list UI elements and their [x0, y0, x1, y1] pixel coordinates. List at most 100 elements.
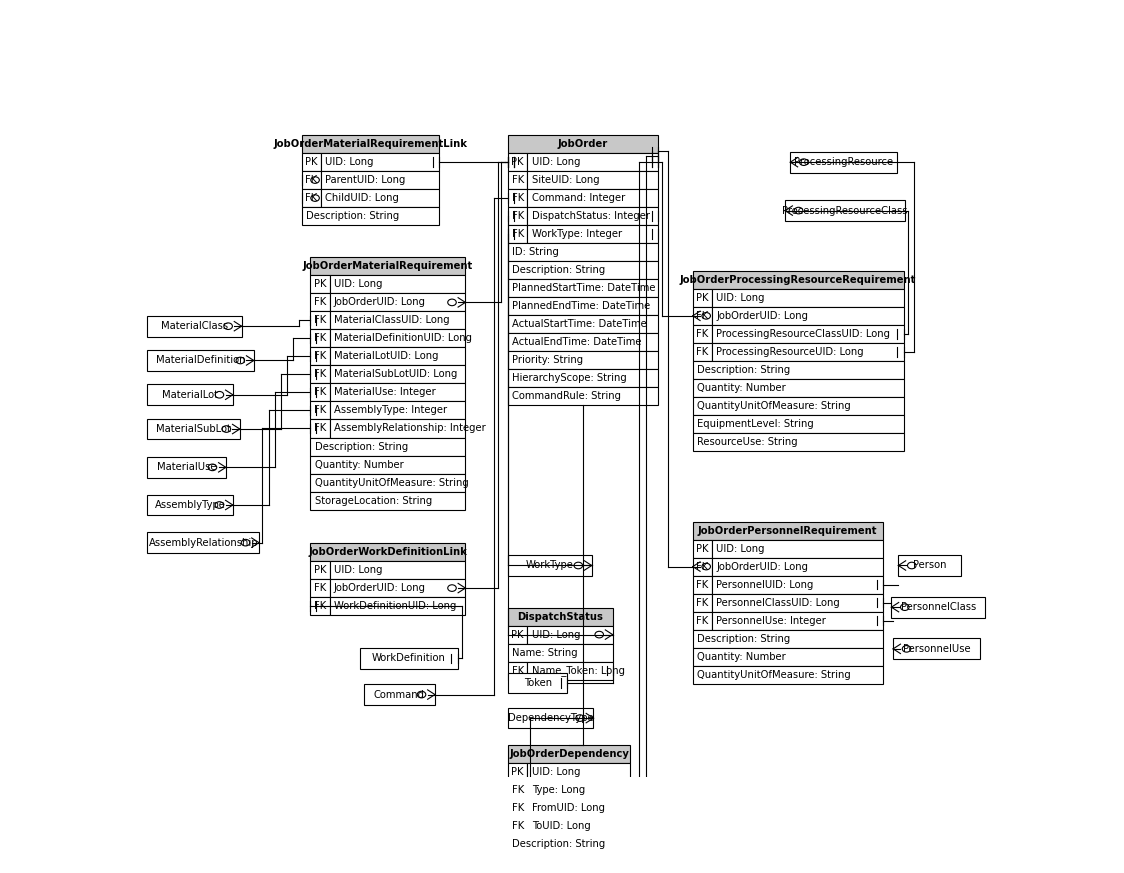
Bar — [692, 594, 711, 612]
Text: WorkType: WorkType — [526, 560, 574, 570]
Bar — [310, 312, 329, 329]
Text: ToUID: Long: ToUID: Long — [532, 821, 590, 831]
Bar — [310, 543, 465, 561]
Bar — [527, 171, 658, 189]
Bar — [147, 419, 239, 439]
Bar — [692, 343, 711, 361]
Text: FK: FK — [314, 369, 326, 380]
Bar — [147, 384, 233, 405]
Bar — [320, 171, 439, 189]
Bar — [310, 402, 329, 420]
Bar — [508, 388, 658, 405]
Text: PK: PK — [511, 766, 524, 777]
Text: AssemblyType: AssemblyType — [155, 500, 226, 510]
Bar — [508, 608, 613, 626]
Text: CommandRule: String: CommandRule: String — [513, 391, 622, 402]
Bar — [329, 420, 465, 437]
Bar — [508, 799, 527, 817]
Text: FK: FK — [314, 315, 326, 326]
Text: UID: Long: UID: Long — [716, 544, 764, 553]
Text: MaterialClass: MaterialClass — [161, 321, 228, 331]
Text: MaterialClassUID: Long: MaterialClassUID: Long — [334, 315, 450, 326]
Text: PersonnelUse: PersonnelUse — [903, 644, 970, 654]
Bar — [508, 261, 658, 279]
Text: ProcessingResourceClassUID: Long: ProcessingResourceClassUID: Long — [716, 329, 890, 339]
Bar — [310, 473, 465, 491]
Text: DispatchStatus: DispatchStatus — [517, 612, 604, 622]
Text: Type: Long: Type: Long — [532, 785, 584, 794]
Text: JobOrderUID: Long: JobOrderUID: Long — [334, 583, 426, 593]
Bar — [790, 152, 897, 173]
Text: FK: FK — [314, 333, 326, 343]
Text: UID: Long: UID: Long — [532, 629, 580, 640]
Bar — [329, 383, 465, 402]
Text: MaterialUse: MaterialUse — [157, 463, 217, 472]
Bar — [508, 171, 527, 189]
Text: FromUID: Long: FromUID: Long — [532, 803, 605, 813]
Text: Priority: String: Priority: String — [513, 355, 583, 365]
Bar — [310, 456, 465, 473]
Bar — [329, 293, 465, 312]
Text: FK: FK — [314, 601, 326, 611]
Text: JobOrderWorkDefinitionLink: JobOrderWorkDefinitionLink — [308, 547, 468, 557]
Bar — [301, 153, 320, 171]
Bar — [310, 329, 329, 347]
Bar — [508, 708, 593, 728]
Bar — [692, 540, 711, 558]
Text: PK: PK — [305, 157, 317, 167]
Text: FK: FK — [511, 175, 524, 185]
Bar — [329, 561, 465, 579]
Bar — [527, 817, 631, 835]
Bar — [692, 648, 882, 665]
Text: PlannedEndTime: DateTime: PlannedEndTime: DateTime — [513, 301, 651, 311]
Bar — [711, 289, 904, 306]
Text: ResourceUse: String: ResourceUse: String — [697, 437, 798, 447]
Text: JobOrderMaterialRequirement: JobOrderMaterialRequirement — [302, 261, 473, 272]
Bar — [692, 415, 904, 433]
Bar — [898, 555, 961, 576]
Text: DependencyType: DependencyType — [508, 713, 593, 723]
Bar — [785, 200, 905, 221]
Text: PersonnelUID: Long: PersonnelUID: Long — [716, 580, 814, 589]
Text: ProcessingResource: ProcessingResource — [794, 157, 894, 167]
Text: QuantityUnitOfMeasure: String: QuantityUnitOfMeasure: String — [697, 401, 851, 411]
Bar — [508, 333, 658, 351]
Text: MaterialSubLot: MaterialSubLot — [156, 424, 232, 434]
Bar — [508, 351, 658, 369]
Bar — [508, 626, 527, 643]
Text: FK: FK — [511, 229, 524, 239]
Text: PK: PK — [511, 157, 524, 167]
Text: SiteUID: Long: SiteUID: Long — [532, 175, 599, 185]
Text: FK: FK — [696, 311, 708, 321]
Bar — [508, 135, 658, 153]
Bar — [301, 135, 439, 153]
Text: FK: FK — [314, 405, 326, 416]
Text: UID: Long: UID: Long — [716, 292, 764, 303]
Text: PersonnelUse: Integer: PersonnelUse: Integer — [716, 615, 826, 626]
Bar — [329, 402, 465, 420]
Text: UID: Long: UID: Long — [532, 766, 580, 777]
Text: ParentUID: Long: ParentUID: Long — [325, 175, 406, 185]
Text: Token: Token — [524, 678, 552, 688]
Text: FK: FK — [305, 175, 317, 185]
Text: QuantityUnitOfMeasure: String: QuantityUnitOfMeasure: String — [315, 478, 469, 487]
Bar — [508, 780, 527, 799]
Bar — [711, 306, 904, 325]
Bar — [508, 745, 631, 763]
Text: JobOrderMaterialRequirementLink: JobOrderMaterialRequirementLink — [273, 139, 468, 149]
Text: FK: FK — [696, 615, 708, 626]
Text: Command: Command — [373, 690, 425, 699]
Bar — [310, 293, 329, 312]
Bar — [711, 540, 882, 558]
Bar — [508, 763, 527, 780]
Bar — [692, 665, 882, 684]
Text: FK: FK — [314, 352, 326, 361]
Text: MaterialLot: MaterialLot — [162, 389, 218, 400]
Text: AssemblyRelationship: AssemblyRelationship — [148, 538, 259, 547]
Text: ProcessingResourceClass: ProcessingResourceClass — [782, 205, 908, 216]
Text: UID: Long: UID: Long — [334, 279, 382, 289]
Bar — [329, 579, 465, 597]
Bar — [360, 648, 457, 669]
Text: MaterialLotUID: Long: MaterialLotUID: Long — [334, 352, 438, 361]
Bar — [527, 662, 613, 680]
